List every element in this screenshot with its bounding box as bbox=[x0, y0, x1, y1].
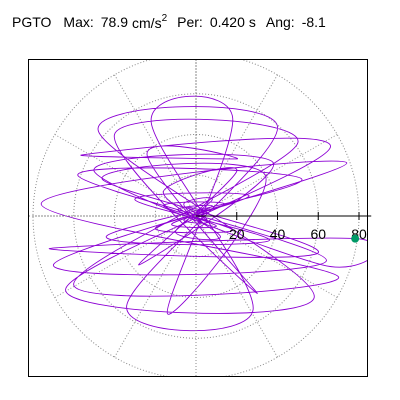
angle-label: Ang: bbox=[265, 14, 295, 30]
max-unit-base: cm/s bbox=[132, 14, 162, 31]
x-tick-label-60: 60 bbox=[310, 226, 326, 242]
orbit-trace bbox=[40, 95, 367, 332]
max-value: 78.9 bbox=[100, 14, 129, 30]
max-unit: cm/s2 bbox=[132, 13, 168, 31]
grid-spoke-60 bbox=[195, 74, 278, 217]
grid-spoke-210 bbox=[54, 215, 197, 298]
plot-frame bbox=[28, 59, 368, 377]
angle-value: -8.1 bbox=[301, 14, 326, 30]
period-label: Per: bbox=[177, 14, 203, 30]
grid-spoke-120 bbox=[114, 74, 197, 217]
chart-header: PGTO Max: 78.9 cm/s2 Per: 0.420 s Ang: -… bbox=[12, 10, 330, 40]
station-code: PGTO bbox=[12, 14, 52, 30]
max-label: Max: bbox=[63, 14, 94, 30]
peak-marker bbox=[351, 234, 360, 243]
max-unit-exponent: 2 bbox=[161, 13, 168, 24]
grid-spoke-150 bbox=[54, 134, 197, 217]
period-value: 0.420 bbox=[209, 14, 245, 30]
x-tick-label-40: 40 bbox=[270, 226, 286, 242]
period-unit: s bbox=[248, 14, 256, 30]
x-tick-label-20: 20 bbox=[229, 226, 245, 242]
grid-spoke-240 bbox=[114, 215, 197, 358]
